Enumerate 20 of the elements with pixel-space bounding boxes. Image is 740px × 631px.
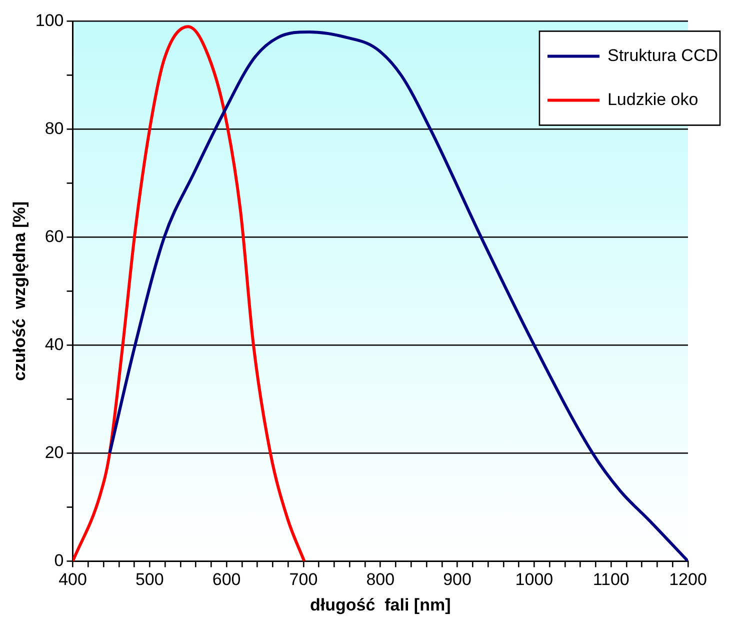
x-tick-label: 700 bbox=[289, 570, 318, 590]
x-tick-label: 900 bbox=[443, 570, 472, 590]
line-series bbox=[72, 25, 306, 562]
y-tick-label: 0 bbox=[54, 550, 64, 570]
x-tick-label: 600 bbox=[212, 570, 241, 590]
x-tick-label: 800 bbox=[366, 570, 395, 590]
x-tick-label: 500 bbox=[135, 570, 164, 590]
legend-label: Struktura CCD bbox=[607, 46, 718, 65]
y-tick-label: 20 bbox=[44, 442, 64, 462]
x-tick-label: 1200 bbox=[669, 570, 707, 590]
x-tick-label: 400 bbox=[58, 570, 87, 590]
legend-label: Ludzkie oko bbox=[607, 90, 698, 109]
y-tick-label: 60 bbox=[44, 226, 64, 246]
y-axis-title: czułość względna [%] bbox=[10, 201, 29, 381]
x-tick-label: 1000 bbox=[515, 570, 554, 590]
y-tick-label: 100 bbox=[35, 10, 64, 30]
x-axis-title: długość fali [nm] bbox=[310, 595, 451, 614]
x-tick-label: 1100 bbox=[592, 570, 630, 590]
y-tick-label: 40 bbox=[44, 334, 64, 354]
y-tick-label: 80 bbox=[44, 118, 64, 138]
